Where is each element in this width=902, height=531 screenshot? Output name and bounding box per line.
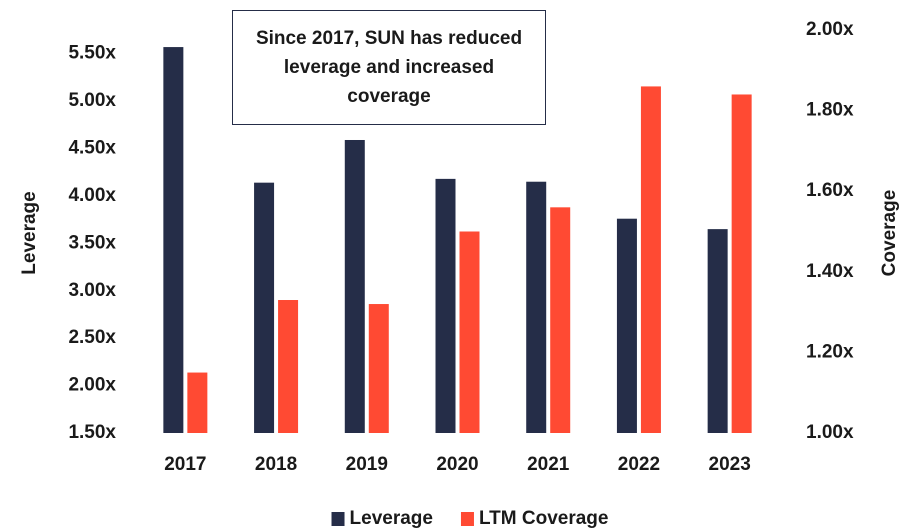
- y-tick-label: 3.00x: [68, 280, 116, 301]
- y2-tick-label: 1.00x: [806, 422, 854, 443]
- bar: [435, 178, 456, 433]
- legend-swatch: [331, 512, 345, 526]
- legend-label: LTM Coverage: [479, 508, 609, 529]
- x-tick-label: 2018: [255, 454, 297, 475]
- legend-swatch: [460, 512, 474, 526]
- bar: [731, 94, 752, 433]
- bar: [368, 304, 389, 433]
- annotation: Since 2017, SUN has reduced leverage and…: [232, 10, 546, 125]
- y2-tick-label: 1.40x: [806, 261, 854, 282]
- bar: [344, 139, 365, 433]
- bar: [278, 300, 299, 433]
- x-tick-label: 2017: [164, 454, 206, 475]
- x-tick-label: 2020: [436, 454, 478, 475]
- x-tick-label: 2019: [346, 454, 388, 475]
- y2-tick-label: 1.60x: [806, 180, 854, 201]
- bar: [616, 218, 637, 433]
- bar: [459, 231, 480, 433]
- y-tick-label: 1.50x: [68, 422, 116, 443]
- y-tick-label: 5.00x: [68, 90, 116, 111]
- legend-label: Leverage: [350, 508, 433, 529]
- x-tick-label: 2023: [709, 454, 751, 475]
- y-tick-label: 2.00x: [68, 375, 116, 396]
- y2-tick-label: 1.80x: [806, 100, 854, 121]
- y-tick-label: 4.50x: [68, 138, 116, 159]
- y2-tick-label: 1.20x: [806, 341, 854, 362]
- y2-axis-title: Coverage: [879, 190, 900, 277]
- y-tick-label: 5.50x: [68, 43, 116, 64]
- bar: [640, 86, 661, 434]
- y2-tick-label: 2.00x: [806, 19, 854, 40]
- bar: [187, 372, 208, 433]
- x-tick-label: 2022: [618, 454, 660, 475]
- x-tick-label: 2021: [527, 454, 570, 475]
- y-tick-label: 3.50x: [68, 232, 116, 253]
- bar: [163, 47, 184, 433]
- y-axis-title: Leverage: [19, 191, 40, 274]
- bar: [526, 181, 547, 433]
- bar: [550, 207, 571, 433]
- bar: [707, 229, 728, 433]
- y-tick-label: 2.50x: [68, 327, 116, 348]
- bar: [254, 182, 275, 433]
- y-tick-label: 4.00x: [68, 185, 116, 206]
